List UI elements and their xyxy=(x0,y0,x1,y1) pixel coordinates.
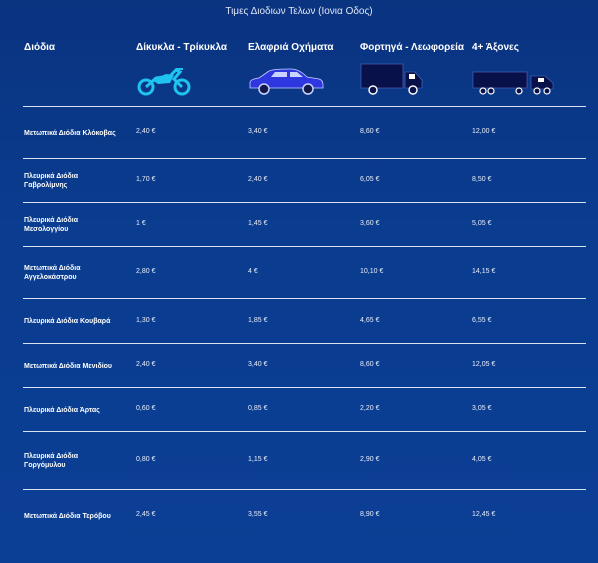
toll-price-cell: 1 € xyxy=(136,220,146,227)
toll-station-name: Πλευρικά Διόδια Μεσολογγίου xyxy=(24,216,78,234)
table-row: Μετωπικά Διόδια Μενιδίου 2,40 € 3,40 € 8,60… xyxy=(23,343,586,387)
toll-station-name-line: Πλευρικά Διόδια Κουβαρά xyxy=(24,318,111,325)
toll-price-cell: 1,45 € xyxy=(248,220,268,227)
toll-price-cell: 6,05 € xyxy=(360,176,380,183)
toll-station-name-line: Μετωπικά Διόδια xyxy=(24,265,81,272)
toll-price-cell: 8,60 € xyxy=(360,361,380,368)
column-header-4-axles: 4+ Άξονες xyxy=(472,42,519,53)
toll-station-name: Μετωπικά Διόδια Τερόβου xyxy=(24,512,111,521)
toll-price-cell: 3,40 € xyxy=(248,128,268,135)
toll-station-name-line: Γαβρολίμνης xyxy=(24,182,68,189)
toll-price-cell: 1,15 € xyxy=(248,456,268,463)
toll-price-cell: 0,85 € xyxy=(248,405,268,412)
toll-price-cell: 4,65 € xyxy=(360,317,380,324)
toll-price-cell: 2,40 € xyxy=(136,128,156,135)
toll-price-cell: 12,00 € xyxy=(472,128,496,135)
toll-station-name-line: Μετωπικά Διόδια Τερόβου xyxy=(24,513,111,520)
column-header-trucks-buses: Φορτηγά - Λεωφορεία xyxy=(360,42,465,53)
car-icon xyxy=(249,68,324,95)
table-row: Πλευρικά Διόδια Γοργόμυλου 0,80 € 1,15 € 2,9… xyxy=(23,431,586,489)
table-header: Διόδια Δίκυκλα - Τρίκυκλα Ελαφριά Οχήματ… xyxy=(0,28,598,60)
toll-station-name-line: Πλευρικά Διόδια Άρτας xyxy=(24,407,100,414)
toll-price-cell: 4 € xyxy=(248,268,258,275)
vehicle-icons-row xyxy=(0,60,598,106)
toll-price-cell: 6,55 € xyxy=(472,317,492,324)
column-header-tolls: Διόδια xyxy=(24,42,56,53)
toll-price-cell: 8,50 € xyxy=(472,176,492,183)
toll-station-name-line: Μετωπικά Διόδια Κλόκοβας xyxy=(24,130,116,137)
table-row: Μετωπικά Διόδια Κλόκοβας 2,40 € 3,40 € 8,60… xyxy=(23,106,586,158)
table-row: Μετωπικά Διόδια Τερόβου 2,45 € 3,55 € 8,90 … xyxy=(23,489,586,541)
column-header-light-vehicles: Ελαφριά Οχήματα xyxy=(248,42,334,53)
page-title: Τιμες Διοδιων Τελων (Ιονια Οδος) xyxy=(225,6,373,17)
toll-price-cell: 2,40 € xyxy=(136,361,156,368)
toll-price-cell: 2,80 € xyxy=(136,268,156,275)
toll-station-name-line: Πλευρικά Διόδια xyxy=(24,173,79,180)
toll-table-body: Μετωπικά Διόδια Κλόκοβας 2,40 € 3,40 € 8,60… xyxy=(0,106,598,541)
toll-station-name-line: Αγγελοκάστρου xyxy=(24,274,77,281)
table-row: Πλευρικά Διόδια Μεσολογγίου 1 € 1,45 € 3,60 … xyxy=(23,202,586,246)
toll-station-name: Πλευρικά Διόδια Άρτας xyxy=(24,406,100,415)
toll-price-cell: 12,05 € xyxy=(472,361,496,368)
toll-price-cell: 1,85 € xyxy=(248,317,268,324)
table-row: Πλευρικά Διόδια Άρτας 0,60 € 0,85 € 2,20 € 3… xyxy=(23,387,586,431)
toll-price-cell: 0,80 € xyxy=(136,456,156,463)
toll-station-name-line: Πλευρικά Διόδια xyxy=(24,217,79,224)
toll-price-cell: 10,10 € xyxy=(360,268,384,275)
toll-station-name: Μετωπικά Διόδια Μενιδίου xyxy=(24,362,112,371)
toll-price-cell: 12,45 € xyxy=(472,511,496,518)
motorcycle-icon xyxy=(137,68,191,96)
toll-station-name: Πλευρικά Διόδια Γαβρολίμνης xyxy=(24,172,78,190)
toll-station-name: Πλευρικά Διόδια Κουβαρά xyxy=(24,317,110,326)
toll-price-cell: 2,90 € xyxy=(360,456,380,463)
toll-price-cell: 3,60 € xyxy=(360,220,380,227)
toll-price-cell: 2,20 € xyxy=(360,405,380,412)
table-row: Μετωπικά Διόδια Αγγελοκάστρου 2,80 € 4 € 10,… xyxy=(23,246,586,298)
column-header-motorcycles: Δίκυκλα - Τρίκυκλα xyxy=(136,42,228,53)
toll-price-cell: 1,30 € xyxy=(136,317,156,324)
table-row: Πλευρικά Διόδια Κουβαρά 1,30 € 1,85 € 4,65 … xyxy=(23,298,586,343)
toll-price-cell: 0,60 € xyxy=(136,405,156,412)
toll-price-cell: 3,05 € xyxy=(472,405,492,412)
toll-price-cell: 1,70 € xyxy=(136,176,156,183)
truck-icon xyxy=(360,63,423,95)
toll-price-cell: 8,60 € xyxy=(360,128,380,135)
table-row: Πλευρικά Διόδια Γαβρολίμνης 1,70 € 2,40 € 6,… xyxy=(23,158,586,202)
toll-station-name-line: Γοργόμυλου xyxy=(24,462,66,469)
toll-price-cell: 5,05 € xyxy=(472,220,492,227)
toll-station-name-line: Μεσολογγίου xyxy=(24,226,69,233)
toll-station-name-line: Πλευρικά Διόδια xyxy=(24,453,79,460)
semi-truck-icon xyxy=(472,71,554,95)
toll-station-name: Μετωπικά Διόδια Αγγελοκάστρου xyxy=(24,264,81,282)
toll-price-cell: 2,40 € xyxy=(248,176,268,183)
toll-price-cell: 3,40 € xyxy=(248,361,268,368)
toll-price-cell: 8,90 € xyxy=(360,511,380,518)
toll-price-cell: 2,45 € xyxy=(136,511,156,518)
toll-station-name: Μετωπικά Διόδια Κλόκοβας xyxy=(24,129,116,138)
toll-station-name-line: Μετωπικά Διόδια Μενιδίου xyxy=(24,363,112,370)
toll-station-name: Πλευρικά Διόδια Γοργόμυλου xyxy=(24,452,78,470)
toll-price-cell: 4,05 € xyxy=(472,456,492,463)
toll-price-cell: 14,15 € xyxy=(472,268,496,275)
toll-price-cell: 3,55 € xyxy=(248,511,268,518)
